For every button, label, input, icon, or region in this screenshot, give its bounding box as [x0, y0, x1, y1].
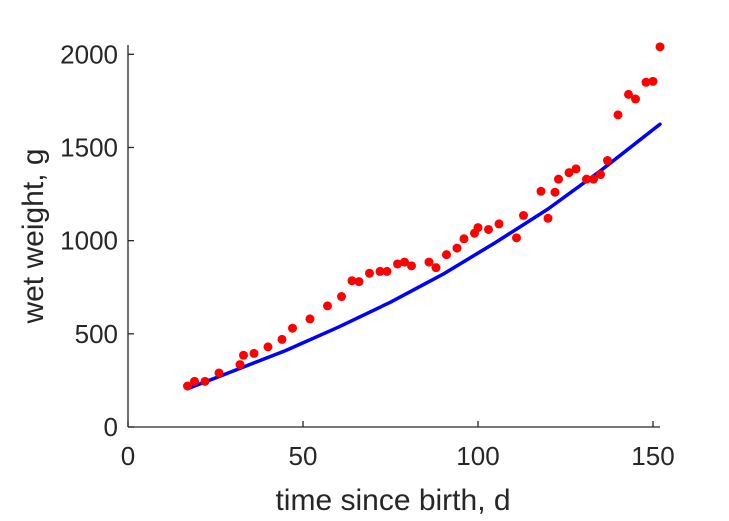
- data-point: [190, 376, 199, 386]
- axes: [127, 45, 660, 428]
- data-point: [183, 381, 192, 391]
- data-points-layer: [183, 42, 665, 391]
- data-point: [589, 174, 598, 184]
- data-point: [365, 268, 374, 278]
- data-point: [554, 174, 563, 184]
- data-point: [200, 376, 210, 386]
- y-tick-label: 0: [104, 412, 118, 442]
- data-point: [288, 323, 297, 333]
- data-point: [624, 89, 633, 99]
- data-point: [214, 368, 224, 378]
- data-point: [564, 168, 574, 178]
- data-point: [473, 223, 483, 233]
- fit-curve-layer: [185, 122, 662, 391]
- y-axis-label: wet weight, g: [17, 148, 50, 324]
- x-tick-label: 100: [456, 441, 499, 471]
- data-point: [512, 233, 521, 243]
- data-point: [235, 360, 245, 370]
- x-tick-label: 150: [631, 441, 674, 471]
- fit-curve: [185, 122, 662, 391]
- data-point: [375, 266, 385, 276]
- data-point: [494, 219, 504, 229]
- data-point: [347, 276, 357, 286]
- x-tick-label: 0: [121, 441, 135, 471]
- data-point: [641, 77, 651, 87]
- data-point: [442, 250, 451, 260]
- data-point: [424, 257, 434, 267]
- y-tick-label: 2000: [60, 39, 118, 69]
- x-axis-label: time since birth, d: [275, 484, 510, 517]
- data-point: [543, 213, 553, 223]
- y-tick-label: 1500: [60, 132, 118, 162]
- data-point: [263, 342, 273, 352]
- data-point: [337, 292, 346, 302]
- data-point: [571, 164, 581, 174]
- data-point: [596, 170, 605, 180]
- data-point: [382, 266, 392, 276]
- data-point: [459, 234, 469, 244]
- data-point: [648, 76, 658, 86]
- data-point: [393, 259, 402, 269]
- data-point: [550, 187, 560, 197]
- data-point: [407, 261, 416, 271]
- data-point: [613, 110, 623, 120]
- data-point: [519, 211, 528, 221]
- data-point: [655, 42, 665, 52]
- x-tick-label: 50: [289, 441, 318, 471]
- data-point: [400, 257, 409, 267]
- y-tick-label: 500: [75, 319, 118, 349]
- data-point: [354, 277, 364, 287]
- data-point: [631, 94, 640, 104]
- data-point: [431, 263, 441, 273]
- data-point: [305, 314, 315, 324]
- data-point: [603, 156, 612, 166]
- data-point: [239, 350, 248, 360]
- y-tick-label: 1000: [60, 226, 118, 256]
- data-point: [249, 348, 259, 358]
- data-point: [536, 186, 546, 196]
- data-point: [452, 243, 462, 253]
- data-point: [323, 301, 332, 311]
- data-point: [277, 334, 287, 344]
- data-point: [484, 224, 493, 234]
- data-point: [582, 174, 591, 184]
